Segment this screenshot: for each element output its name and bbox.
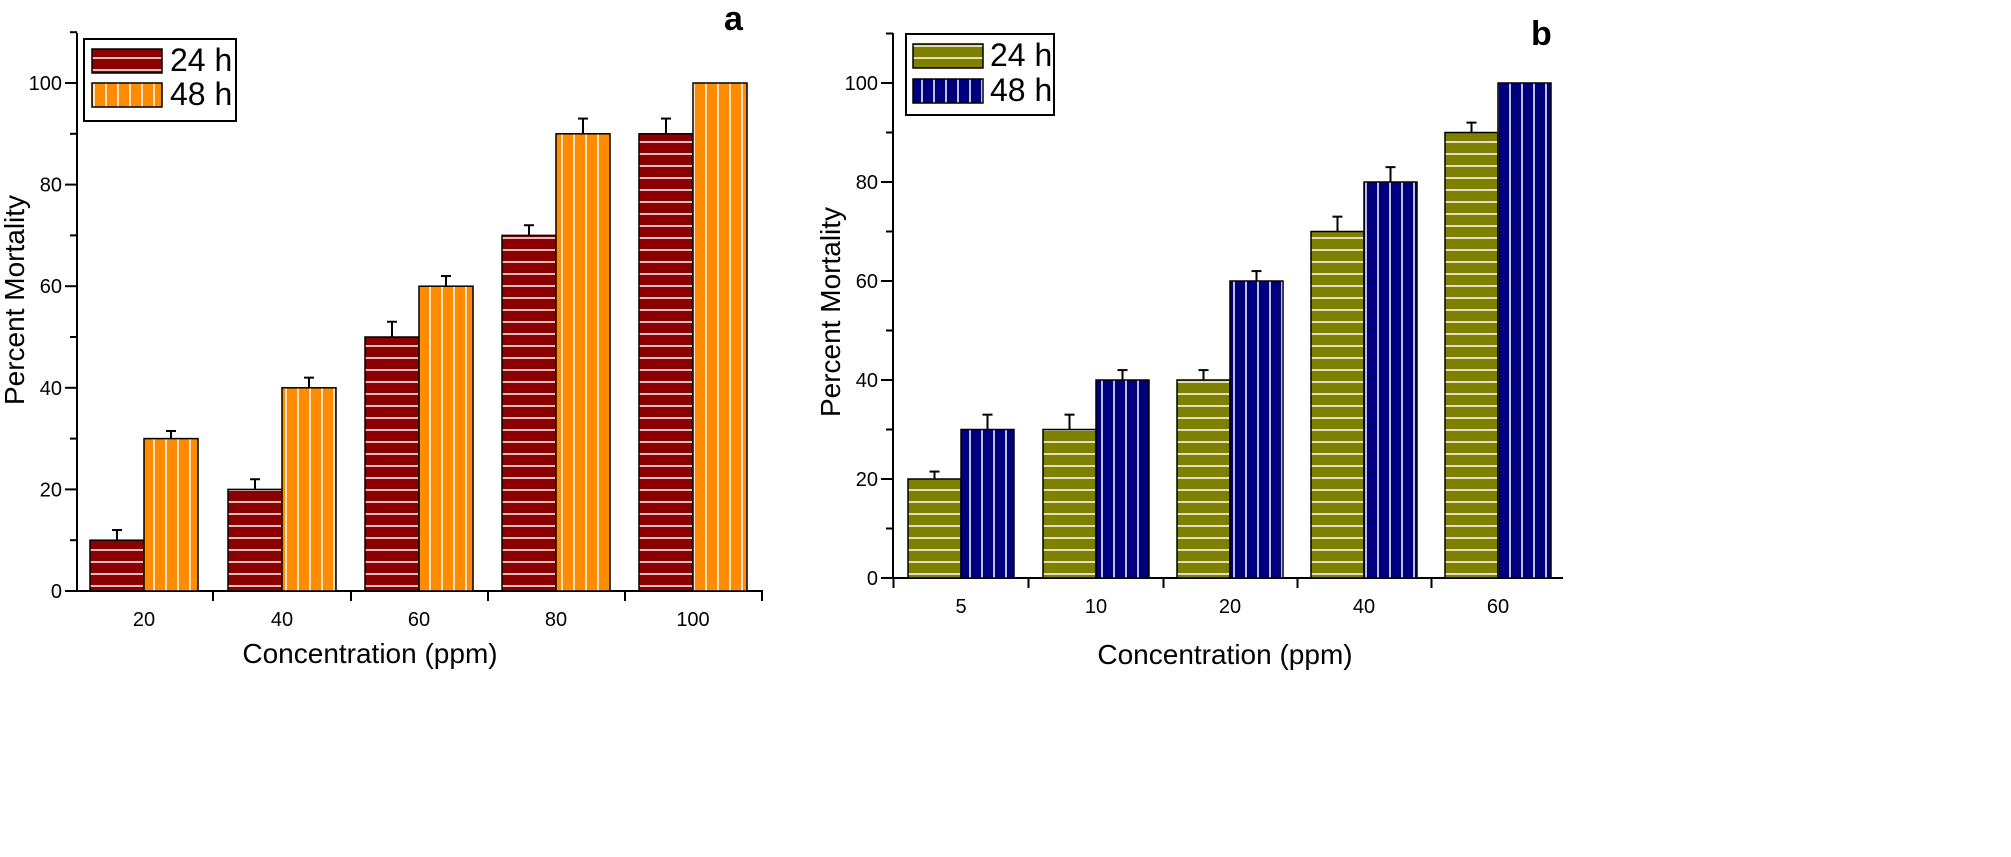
y-tick-label: 0: [51, 581, 62, 603]
bar-24h-100: [638, 133, 694, 592]
panel-label: b: [1531, 15, 1552, 53]
bar-24h-80: [501, 234, 557, 592]
y-axis-title: Percent Mortality: [0, 195, 30, 405]
bar-48h-40: [281, 387, 337, 592]
panel-b: 0 20 40 60 80 100 5 10 20 40 60 Concentration (ppm)…: [815, 15, 1563, 670]
x-tick-label: 40: [271, 609, 293, 631]
x-tick-label: 60: [408, 609, 430, 631]
bar-24h-10: [1042, 428, 1097, 579]
y-tick-label: 20: [40, 479, 62, 501]
y-tick-label: 40: [40, 378, 62, 400]
legend: 24 h48 h: [83, 38, 237, 122]
legend-label: 48 h: [990, 72, 1052, 108]
legend-swatch: [91, 82, 163, 108]
bar-48h-80: [555, 133, 611, 592]
x-tick-label: 20: [133, 609, 155, 631]
y-tick-label: 100: [29, 73, 62, 95]
bar-48h-40: [1363, 181, 1418, 579]
legend-swatch: [912, 43, 984, 69]
y-tick-label: 0: [867, 568, 878, 590]
x-axis-title: Concentration (ppm): [242, 638, 497, 669]
panel-a: 0 20 40 60 80 100 20 40 60 80 100 Concentration (pp…: [0, 0, 763, 669]
x-tick-label: 60: [1487, 596, 1509, 618]
bar-24h-60: [364, 336, 420, 592]
panel-label: a: [724, 0, 744, 38]
bar-48h-60: [418, 285, 474, 592]
x-tick-label: 20: [1219, 596, 1241, 618]
x-tick-label: 10: [1085, 596, 1107, 618]
legend-label: 24 h: [170, 42, 232, 78]
y-tick-label: 20: [856, 469, 878, 491]
bar-24h-20: [1176, 379, 1231, 579]
legend: 24 h48 h: [905, 33, 1055, 116]
bar-24h-40: [227, 488, 283, 592]
y-tick-label: 80: [856, 172, 878, 194]
y-tick-label: 100: [845, 73, 878, 95]
y-tick-label: 60: [856, 271, 878, 293]
legend-swatch: [912, 78, 984, 104]
x-tick-label: 40: [1353, 596, 1375, 618]
bar-48h-60: [1497, 82, 1552, 579]
bar-24h-20: [89, 539, 145, 592]
y-tick-label: 40: [856, 370, 878, 392]
bar-48h-20: [1229, 280, 1284, 579]
x-axis-title: Concentration (ppm): [1097, 639, 1352, 670]
x-tick-label: 5: [955, 596, 966, 618]
y-tick-label: 60: [40, 276, 62, 298]
legend-label: 48 h: [170, 76, 232, 112]
legend-swatch: [91, 48, 163, 74]
x-tick-label: 80: [545, 609, 567, 631]
bar-48h-10: [1095, 379, 1150, 579]
bar-48h-5: [960, 428, 1015, 579]
y-tick-label: 80: [40, 175, 62, 197]
bar-24h-5: [907, 478, 962, 579]
bar-24h-40: [1310, 230, 1365, 579]
legend-label: 24 h: [990, 37, 1052, 73]
bar-48h-100: [692, 82, 748, 592]
bar-48h-20: [143, 437, 199, 592]
bar-24h-60: [1444, 131, 1499, 579]
x-tick-label: 100: [676, 609, 709, 631]
y-axis-title: Percent Mortality: [815, 207, 846, 417]
